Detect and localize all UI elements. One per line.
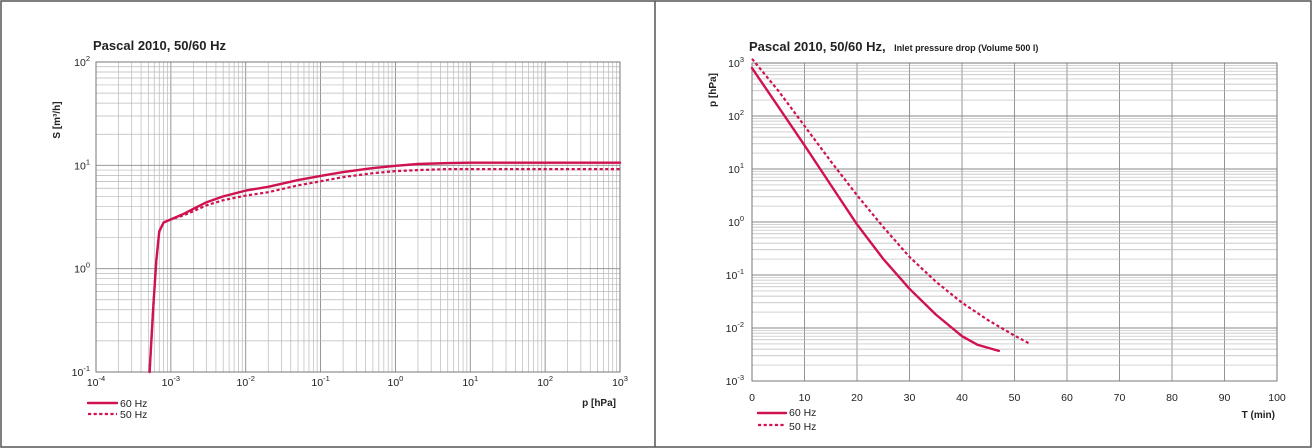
x-tick-label: 20 [851,392,863,404]
x-tick-label: 100 [387,374,403,389]
x-tick-label: 102 [537,374,553,389]
x-tick-label: 30 [904,392,916,404]
legend-label-60hz: 60 Hz [789,407,816,419]
y-tick-label: 101 [728,161,744,176]
x-tick-label: 90 [1219,392,1231,404]
legend-label-50hz: 50 Hz [789,421,816,433]
legend: 60 Hz 50 Hz [86,398,147,421]
x-tick-label: 10-1 [311,374,329,389]
x-tick-label: 10 [799,392,811,404]
x-tick-label: 10-2 [237,374,255,389]
x-tick-label: 40 [956,392,968,404]
y-axis-label: p [hPa] [708,73,719,107]
legend: 60 Hz 50 Hz [756,407,816,433]
plot-area [751,62,1278,382]
y-tick-label: 102 [74,54,90,69]
x-tick-label: 60 [1061,392,1073,404]
y-tick-label: 103 [728,55,744,70]
y-axis-ticks: 10-1 100 101 102 [72,54,90,379]
x-axis-ticks: 10-4 10-3 10-2 10-1 100 101 102 103 [87,374,628,389]
y-tick-label: 10-1 [726,267,744,282]
chart-title: Pascal 2010, 50/60 Hz, Inlet pressure dr… [749,38,1038,55]
grid [95,62,620,373]
series-group [148,161,622,374]
x-tick-label: 10-4 [87,374,105,389]
y-tick-label: 100 [728,214,744,229]
series-line-60hz [750,66,1000,353]
plot-area [95,61,621,373]
y-tick-label: 10-3 [726,373,744,388]
x-tick-label: 101 [462,374,478,389]
x-axis-label: p [hPa] [582,398,616,409]
grid [751,63,1278,382]
y-tick-label: 10-2 [726,320,744,335]
chart-pumping-speed: Pascal 2010, 50/60 Hz 10-4 10-3 10-2 10-1 10… [52,38,628,421]
y-tick-label: 100 [74,261,90,276]
legend-label-50hz: 50 Hz [120,409,147,421]
y-tick-label: 102 [728,108,744,123]
x-axis-ticks: 0 10 20 30 40 50 60 70 80 90 100 [749,392,1286,404]
series-line-50hz [148,168,620,373]
y-axis-label: S [m³/h] [52,101,63,138]
chart-title: Pascal 2010, 50/60 Hz [93,38,226,53]
x-tick-label: 10-3 [162,374,180,389]
x-tick-label: 80 [1166,392,1178,404]
legend-label-60hz: 60 Hz [120,398,147,410]
x-tick-label: 103 [612,374,628,389]
chart-pressure-drop: Pascal 2010, 50/60 Hz, Inlet pressure dr… [708,38,1286,433]
x-tick-label: 50 [1009,392,1021,404]
series-group [750,58,1031,353]
x-tick-label: 70 [1114,392,1126,404]
y-tick-label: 10-1 [72,364,90,379]
series-line-50hz [751,58,1031,345]
y-tick-label: 101 [74,157,90,172]
x-axis-label: T (min) [1242,410,1275,421]
y-axis-ticks: 10-3 10-2 10-1 100 101 102 103 [726,55,744,388]
x-tick-label: 0 [749,392,755,404]
x-tick-label: 100 [1268,392,1286,404]
